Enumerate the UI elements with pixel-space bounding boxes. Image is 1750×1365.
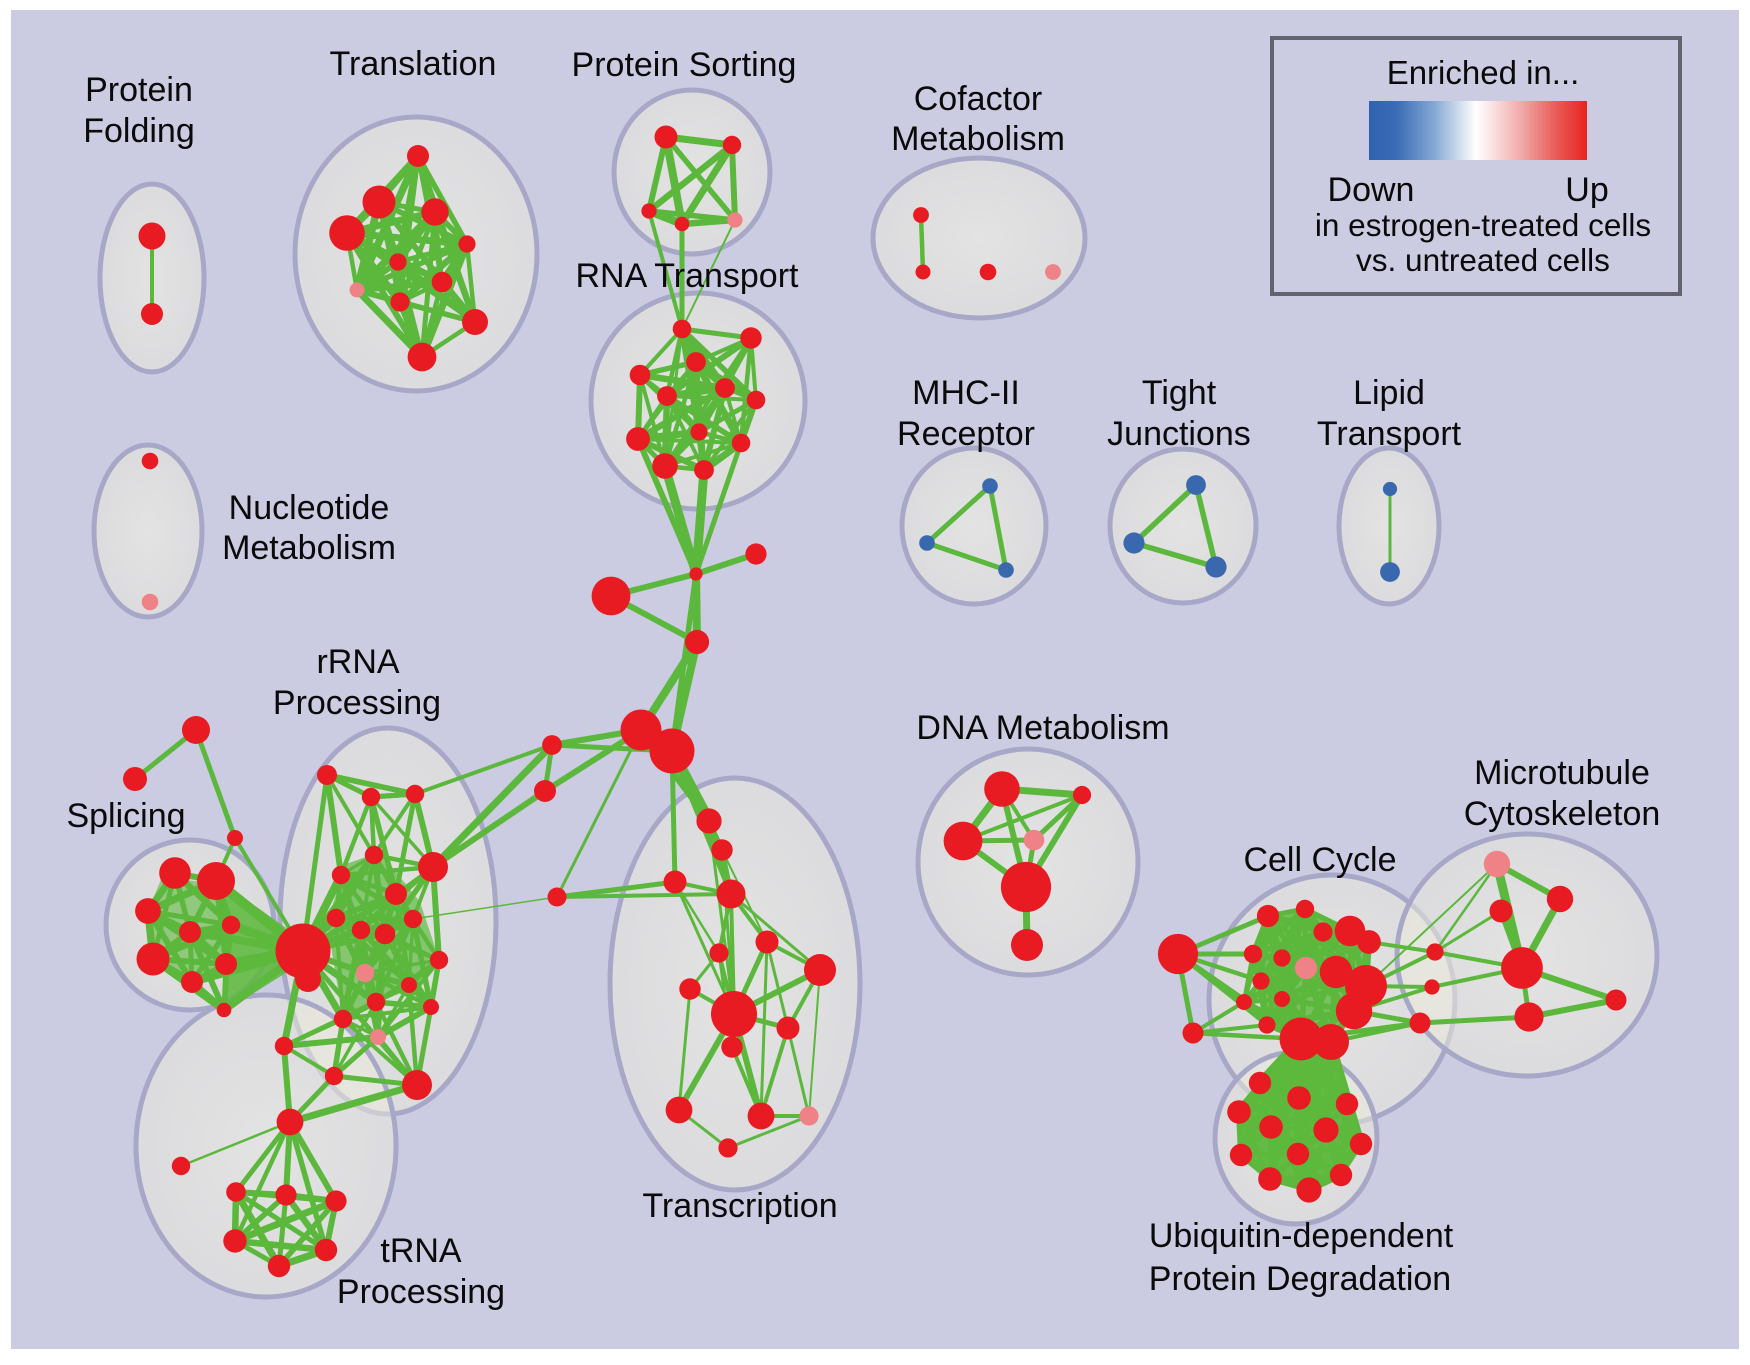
svg-text:Folding: Folding [83, 112, 195, 150]
svg-text:tRNA: tRNA [380, 1232, 462, 1270]
svg-text:Splicing: Splicing [66, 797, 185, 835]
svg-text:Cell Cycle: Cell Cycle [1243, 841, 1396, 879]
svg-text:MHC-II: MHC-II [912, 374, 1020, 412]
svg-text:Down: Down [1328, 171, 1415, 209]
svg-text:Processing: Processing [337, 1273, 505, 1311]
svg-text:vs. untreated cells: vs. untreated cells [1356, 242, 1610, 278]
svg-text:Protein Degradation: Protein Degradation [1149, 1260, 1451, 1298]
svg-text:Up: Up [1565, 171, 1608, 209]
svg-text:in estrogen-treated cells: in estrogen-treated cells [1315, 207, 1651, 243]
svg-text:rRNA: rRNA [316, 643, 399, 681]
svg-text:Cytoskeleton: Cytoskeleton [1464, 795, 1661, 833]
svg-text:Transport: Transport [1317, 415, 1462, 453]
svg-text:Cofactor: Cofactor [914, 80, 1043, 118]
svg-text:Nucleotide: Nucleotide [229, 489, 390, 527]
svg-text:DNA Metabolism: DNA Metabolism [916, 709, 1169, 747]
svg-text:Ubiquitin-dependent: Ubiquitin-dependent [1149, 1217, 1454, 1255]
svg-text:Transcription: Transcription [642, 1187, 837, 1225]
svg-text:Processing: Processing [273, 684, 441, 722]
svg-text:Protein Sorting: Protein Sorting [572, 46, 797, 84]
svg-text:RNA Transport: RNA Transport [576, 257, 800, 295]
svg-text:Metabolism: Metabolism [222, 529, 396, 567]
svg-text:Enriched in...: Enriched in... [1387, 54, 1580, 91]
svg-text:Translation: Translation [330, 45, 497, 83]
svg-text:Junctions: Junctions [1107, 415, 1251, 453]
svg-text:Microtubule: Microtubule [1474, 754, 1650, 792]
svg-text:Receptor: Receptor [897, 415, 1035, 453]
svg-text:Metabolism: Metabolism [891, 120, 1065, 158]
svg-text:Protein: Protein [85, 71, 193, 109]
svg-text:Tight: Tight [1142, 374, 1217, 412]
svg-text:Lipid: Lipid [1353, 374, 1425, 412]
